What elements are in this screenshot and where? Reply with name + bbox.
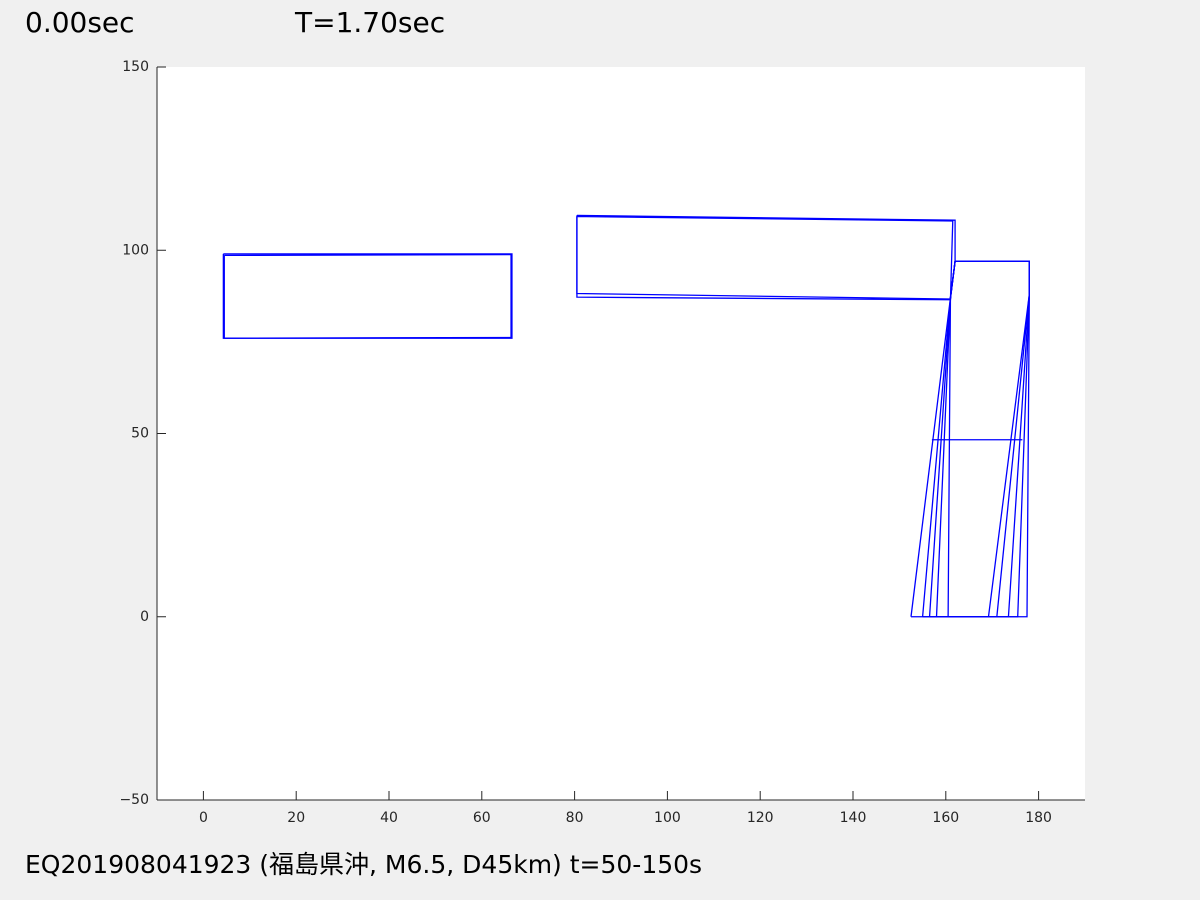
y-tick-label: 50: [131, 426, 149, 442]
x-tick-label: 80: [566, 810, 584, 826]
x-tick-label: 180: [1025, 810, 1052, 826]
x-tick-label: 60: [473, 810, 491, 826]
frame-line: [222, 253, 513, 339]
axes-area: [157, 67, 1085, 800]
y-tick-label: 150: [122, 59, 149, 75]
x-tick-label: 100: [654, 810, 681, 826]
y-tick-label: 0: [140, 609, 149, 625]
elapsed-time: 0.00sec: [25, 6, 135, 39]
y-tick-label: −50: [119, 792, 149, 808]
x-tick-label: 20: [287, 810, 305, 826]
x-tick-label: 120: [747, 810, 774, 826]
x-tick-label: 160: [932, 810, 959, 826]
x-tick-label: 140: [840, 810, 867, 826]
frame-line: [223, 253, 512, 339]
frame-line: [947, 260, 1030, 618]
caption: EQ201908041923 (福島県沖, M6.5, D45km) t=50-…: [25, 850, 702, 879]
period: T=1.70sec: [294, 6, 445, 39]
y-tick-label: 100: [122, 242, 149, 258]
x-tick-label: 40: [380, 810, 398, 826]
x-tick-label: 0: [199, 810, 208, 826]
